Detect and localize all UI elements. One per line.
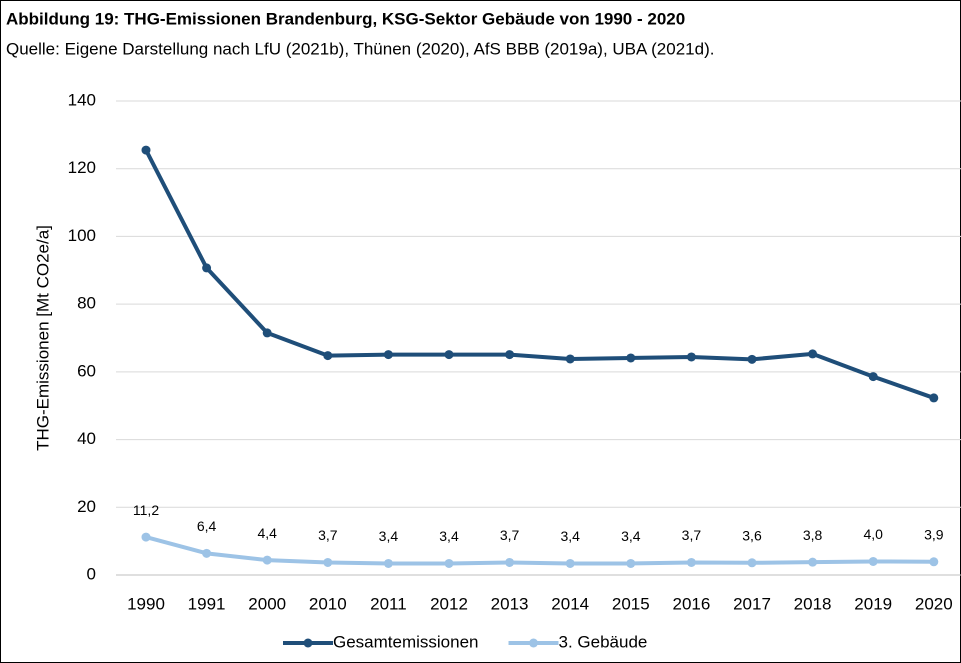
x-tick-label: 2018 <box>794 594 832 613</box>
data-point <box>686 352 696 362</box>
x-tick-label: 2020 <box>915 594 953 613</box>
data-point <box>505 350 515 360</box>
x-tick-label: 2016 <box>672 594 710 613</box>
data-label: 3,9 <box>924 526 944 542</box>
chart-subtitle: Quelle: Eigene Darstellung nach LfU (202… <box>6 39 714 58</box>
data-point <box>868 556 878 566</box>
data-point <box>141 532 151 542</box>
chart-title: Abbildung 19: THG-Emissionen Brandenburg… <box>6 9 685 28</box>
data-label: 3,4 <box>560 528 580 544</box>
x-tick-label: 2014 <box>551 594 589 613</box>
legend-marker <box>529 638 539 648</box>
data-label: 11,2 <box>133 502 159 518</box>
data-label: 4,4 <box>257 525 277 541</box>
y-tick-label: 20 <box>77 497 96 516</box>
data-point <box>262 555 272 565</box>
x-tick-label: 2000 <box>248 594 286 613</box>
data-label: 3,7 <box>682 527 702 543</box>
data-point <box>686 557 696 567</box>
x-tick-label: 2010 <box>309 594 347 613</box>
legend-marker <box>303 638 313 648</box>
x-tick-label: 2011 <box>370 594 407 613</box>
data-point <box>747 558 757 568</box>
data-point <box>929 393 939 403</box>
data-point <box>141 145 151 155</box>
data-point <box>565 354 575 364</box>
y-tick-label: 140 <box>68 90 96 109</box>
data-label: 3,6 <box>742 528 762 544</box>
x-tick-label: 1990 <box>127 594 165 613</box>
series-line <box>144 149 935 400</box>
x-tick-label: 1991 <box>188 594 226 613</box>
data-point <box>505 557 515 567</box>
data-point <box>808 557 818 567</box>
data-label: 3,7 <box>500 527 520 543</box>
y-tick-label: 80 <box>77 294 96 313</box>
legend-label: Gesamtemissionen <box>333 632 479 651</box>
data-point <box>444 350 454 360</box>
y-tick-label: 40 <box>77 429 96 448</box>
data-point <box>202 548 212 558</box>
data-label: 3,7 <box>318 527 338 543</box>
data-point <box>808 349 818 359</box>
y-tick-label: 100 <box>68 226 96 245</box>
data-point <box>626 353 636 363</box>
data-label: 3,4 <box>379 528 399 544</box>
data-point <box>202 263 212 273</box>
x-tick-label: 2017 <box>733 594 771 613</box>
data-point <box>323 557 333 567</box>
data-label: 3,4 <box>439 528 459 544</box>
data-point <box>383 558 393 568</box>
series-line <box>145 535 934 566</box>
x-tick-label: 2015 <box>612 594 650 613</box>
data-label: 6,4 <box>197 518 217 534</box>
y-tick-label: 0 <box>87 564 96 583</box>
data-point <box>323 351 333 361</box>
data-point <box>929 557 939 567</box>
x-tick-label: 2019 <box>854 594 892 613</box>
legend-label: 3. Gebäude <box>559 632 648 651</box>
data-label: 3,4 <box>621 528 641 544</box>
data-point <box>626 558 636 568</box>
data-point <box>262 328 272 338</box>
data-point <box>444 558 454 568</box>
data-point <box>565 558 575 568</box>
data-point <box>868 372 878 382</box>
data-label: 3,8 <box>803 527 823 543</box>
y-tick-label: 120 <box>68 158 96 177</box>
data-point <box>383 350 393 360</box>
data-label: 4,0 <box>863 526 883 542</box>
x-tick-label: 2013 <box>491 594 529 613</box>
y-tick-label: 60 <box>77 361 96 380</box>
data-point <box>747 354 757 364</box>
y-axis-label: THG-Emissionen [Mt CO2e/a] <box>33 225 52 451</box>
x-tick-label: 2012 <box>430 594 468 613</box>
